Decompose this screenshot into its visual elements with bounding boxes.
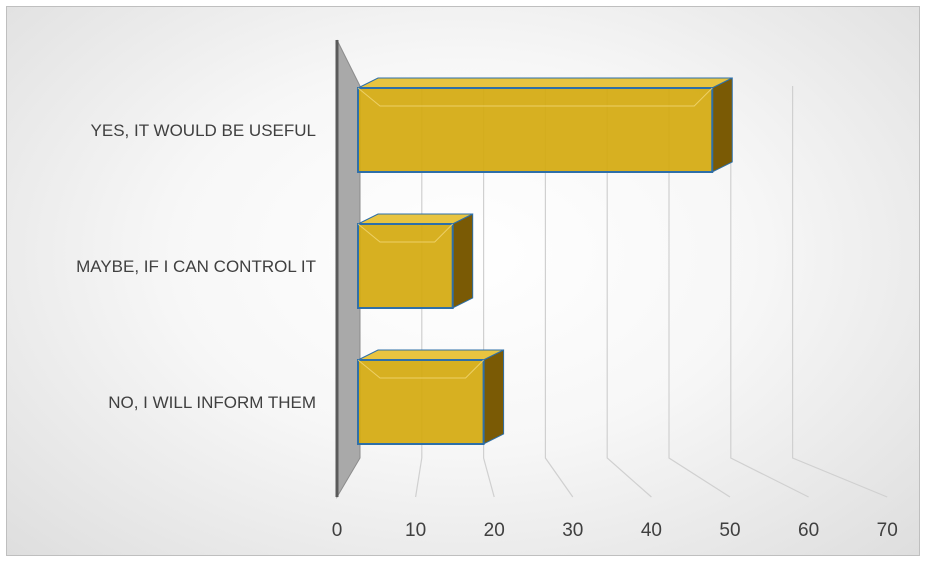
x-tick-label: 20 bbox=[484, 520, 505, 541]
category-label: MAYBE, IF I CAN CONTROL IT bbox=[76, 257, 316, 276]
x-tick-label: 0 bbox=[332, 520, 343, 541]
bar-3 bbox=[357, 349, 505, 445]
bar-bevel bbox=[357, 87, 713, 107]
gridline bbox=[606, 86, 652, 498]
x-tick-label: 40 bbox=[641, 520, 662, 541]
side-wall bbox=[336, 39, 361, 499]
bar-bevel bbox=[357, 223, 454, 243]
category-label: YES, IT WOULD BE USEFUL bbox=[91, 121, 316, 140]
x-tick-label: 50 bbox=[719, 520, 740, 541]
bar-side-face bbox=[452, 213, 474, 309]
gridline bbox=[730, 86, 809, 498]
bar-front-face bbox=[357, 359, 485, 445]
bar-side-face bbox=[711, 77, 733, 173]
x-tick-label: 60 bbox=[798, 520, 819, 541]
category-label: NO, I WILL INFORM THEM bbox=[108, 393, 316, 412]
gridline bbox=[791, 86, 888, 498]
bar-1 bbox=[357, 77, 733, 173]
x-tick-label: 70 bbox=[877, 520, 898, 541]
x-tick-label: 10 bbox=[405, 520, 426, 541]
gridline bbox=[415, 86, 423, 498]
bar-top-face bbox=[357, 77, 733, 89]
gridline bbox=[483, 86, 495, 498]
x-tick-label: 30 bbox=[562, 520, 583, 541]
gridline bbox=[544, 86, 574, 498]
bar-2 bbox=[357, 213, 474, 309]
bar-side-face bbox=[483, 349, 505, 445]
bar-top-face bbox=[357, 349, 504, 361]
bar-front-face bbox=[357, 223, 454, 309]
bar-front-face bbox=[357, 87, 714, 173]
gridline bbox=[668, 86, 731, 498]
bar-bevel bbox=[357, 359, 484, 379]
